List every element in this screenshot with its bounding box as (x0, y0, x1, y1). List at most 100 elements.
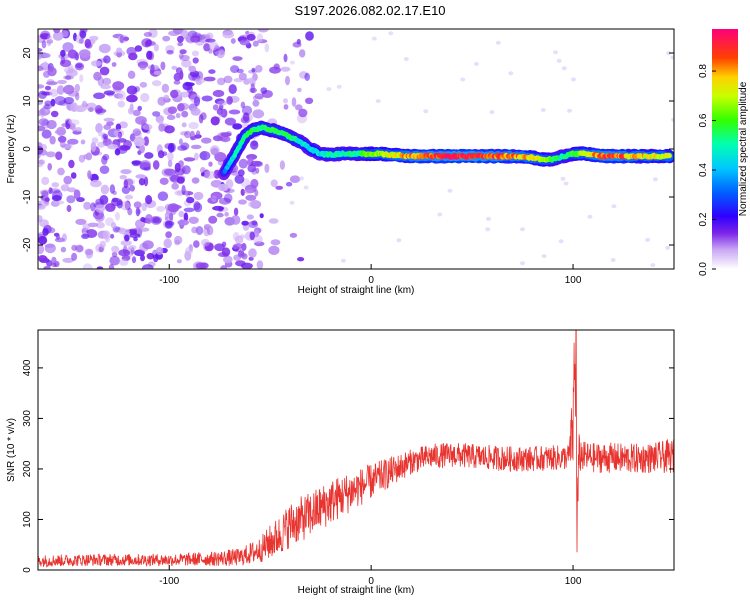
noise-blob (567, 108, 573, 113)
noise-blob (171, 182, 179, 190)
noise-blob (177, 102, 190, 111)
noise-blob (150, 64, 155, 74)
noise-blob (142, 124, 153, 130)
noise-blob (223, 255, 233, 264)
noise-blob (220, 265, 228, 269)
noise-blob (153, 70, 162, 76)
noise-blob (208, 69, 216, 74)
noise-blob (177, 35, 184, 43)
noise-blob (291, 97, 297, 107)
noise-blob (177, 41, 183, 47)
noise-blob (57, 167, 65, 176)
noise-blob (139, 64, 147, 71)
noise-blob (195, 78, 206, 84)
noise-blob (43, 53, 51, 58)
noise-blob (70, 172, 77, 179)
noise-blob (203, 76, 216, 82)
noise-blob (48, 187, 53, 195)
noise-blob (38, 100, 43, 105)
noise-blob (102, 153, 110, 161)
noise-blob (54, 129, 67, 135)
spectrogram-marks (38, 29, 674, 269)
noise-blob (217, 183, 229, 192)
noise-blob (176, 259, 182, 264)
noise-blob (250, 140, 259, 150)
noise-blob (90, 60, 102, 67)
noise-blob (259, 213, 264, 219)
noise-blob (191, 50, 200, 57)
noise-blob (177, 103, 185, 112)
noise-blob (218, 109, 225, 117)
noise-blob (437, 212, 443, 217)
noise-blob (508, 71, 514, 76)
noise-blob (131, 256, 137, 264)
noise-blob (558, 239, 564, 244)
noise-blob (117, 131, 123, 139)
noise-blob (96, 266, 104, 269)
noise-blob (99, 165, 110, 174)
noise-blob (38, 244, 45, 255)
noise-blob (190, 144, 202, 150)
snr-ytick-label: 100 (22, 511, 33, 528)
noise-blob (167, 142, 175, 153)
noise-blob (296, 38, 301, 45)
noise-blob (195, 262, 206, 269)
noise-blob (145, 195, 153, 205)
noise-blob (126, 94, 138, 103)
signal-track-mark (667, 153, 672, 159)
noise-blob (283, 53, 288, 63)
spectrogram-ytick-label: 10 (22, 95, 33, 107)
noise-blob (209, 145, 220, 155)
noise-blob (158, 123, 166, 132)
noise-blob (152, 111, 161, 117)
noise-blob (305, 97, 314, 105)
noise-blob (611, 204, 617, 209)
noise-blob (371, 36, 377, 41)
noise-blob (217, 77, 226, 86)
noise-blob (67, 138, 79, 145)
noise-blob (214, 152, 227, 162)
noise-blob (226, 96, 233, 105)
snr-xtick-label: -100 (159, 576, 179, 587)
noise-blob (304, 72, 311, 81)
noise-blob (44, 243, 55, 248)
noise-blob (169, 212, 174, 222)
noise-blob (85, 102, 97, 111)
noise-blob (181, 110, 189, 118)
noise-blob (42, 61, 48, 69)
noise-blob (571, 77, 576, 82)
noise-blob (91, 137, 99, 144)
noise-blob (134, 45, 143, 52)
noise-blob (460, 77, 466, 82)
noise-blob (159, 177, 169, 185)
noise-blob (44, 197, 50, 202)
noise-blob (95, 123, 103, 133)
noise-blob (283, 104, 289, 110)
noise-blob (243, 189, 254, 194)
noise-blob (285, 181, 293, 187)
noise-blob (248, 200, 260, 208)
noise-blob (228, 109, 241, 115)
colorbar: 0.0 0.2 0.4 0.6 0.8 Normalized spectral ampl… (698, 29, 749, 276)
noise-blob (237, 169, 245, 177)
noise-blob (167, 151, 174, 161)
noise-blob (111, 251, 118, 258)
noise-blob (47, 66, 57, 77)
noise-blob (126, 85, 138, 95)
noise-blob (232, 56, 243, 61)
noise-blob (80, 139, 86, 145)
noise-blob (76, 245, 84, 253)
noise-blob (110, 233, 115, 239)
noise-blob (124, 234, 130, 242)
noise-blob (396, 238, 402, 243)
noise-blob (63, 175, 72, 185)
noise-blob (239, 39, 250, 46)
noise-blob (485, 227, 491, 232)
noise-blob (289, 200, 295, 205)
noise-blob (188, 65, 197, 73)
colorbar-label: Normalized spectral amplitude (738, 81, 749, 216)
noise-blob (51, 190, 63, 201)
noise-blob (152, 216, 163, 224)
noise-blob (116, 132, 123, 139)
